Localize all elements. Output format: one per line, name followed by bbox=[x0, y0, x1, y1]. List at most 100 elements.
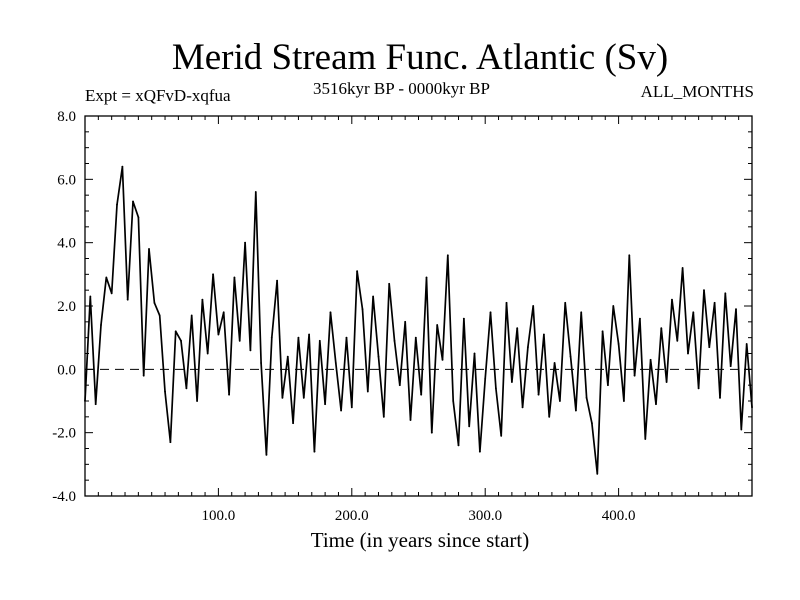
data-point bbox=[521, 406, 524, 409]
x-tick-label: 100.0 bbox=[202, 508, 236, 524]
data-point bbox=[158, 314, 161, 317]
data-point bbox=[126, 298, 129, 301]
data-point bbox=[228, 393, 230, 396]
data-point bbox=[751, 406, 753, 409]
data-point bbox=[169, 441, 172, 444]
data-point bbox=[580, 311, 583, 314]
data-point bbox=[105, 276, 108, 279]
data-point bbox=[201, 298, 204, 301]
data-point bbox=[334, 362, 337, 364]
data-point bbox=[185, 387, 188, 390]
data-point bbox=[740, 428, 743, 431]
time-range-label: 3516kyr BP - 0000kyr BP bbox=[313, 79, 490, 98]
data-point bbox=[206, 352, 209, 355]
data-point bbox=[628, 254, 631, 257]
data-point bbox=[345, 336, 348, 339]
data-point bbox=[94, 403, 97, 406]
data-point bbox=[484, 377, 487, 380]
data-point bbox=[713, 301, 716, 304]
data-point bbox=[719, 396, 721, 399]
data-point bbox=[516, 327, 519, 330]
axes bbox=[84, 115, 753, 497]
tick-labels: -4.0 -2.0 0.0 2.0 4.0 6.0 8.0 100.0 200.0 300.0 40… bbox=[52, 109, 635, 524]
data-point bbox=[132, 200, 134, 203]
data-point bbox=[110, 292, 113, 295]
experiment-label: Expt = xQFvD-xqfua bbox=[85, 86, 231, 105]
data-point bbox=[633, 374, 636, 377]
data-point bbox=[286, 355, 289, 358]
data-point bbox=[238, 339, 241, 342]
data-point bbox=[676, 339, 679, 342]
data-point bbox=[116, 203, 118, 206]
data-point bbox=[382, 415, 385, 418]
data-point bbox=[532, 305, 535, 307]
data-point bbox=[489, 311, 492, 314]
data-point bbox=[468, 425, 471, 428]
data-point bbox=[276, 279, 278, 282]
data-point bbox=[553, 362, 556, 364]
data-point bbox=[249, 349, 252, 352]
data-point bbox=[644, 438, 647, 440]
data-point bbox=[318, 339, 321, 342]
data-point bbox=[254, 191, 257, 193]
data-point bbox=[137, 216, 140, 219]
data-point bbox=[302, 396, 305, 399]
x-axis-title: Time (in years since start) bbox=[310, 528, 530, 552]
data-point bbox=[510, 381, 513, 383]
data-point bbox=[462, 317, 465, 320]
data-point bbox=[308, 333, 311, 336]
data-point bbox=[356, 270, 359, 273]
y-tick-label: -2.0 bbox=[52, 426, 76, 442]
data-point bbox=[398, 384, 401, 387]
data-point bbox=[607, 384, 609, 387]
data-point bbox=[452, 400, 455, 402]
data-point bbox=[575, 409, 577, 412]
data-point bbox=[217, 333, 220, 336]
data-point bbox=[142, 374, 145, 377]
data-point bbox=[617, 343, 620, 345]
data-point bbox=[494, 387, 497, 390]
data-point bbox=[366, 390, 369, 393]
data-point bbox=[340, 409, 343, 412]
data-point bbox=[84, 400, 86, 402]
data-point bbox=[745, 343, 748, 345]
data-point bbox=[148, 248, 150, 250]
y-tick-label: 0.0 bbox=[57, 362, 76, 378]
data-point bbox=[361, 308, 364, 311]
data-point bbox=[687, 352, 689, 355]
data-point bbox=[281, 396, 284, 399]
data-point bbox=[505, 301, 508, 304]
data-point bbox=[729, 365, 732, 368]
data-point bbox=[441, 358, 444, 361]
data-point bbox=[313, 450, 316, 453]
y-tick-label: -4.0 bbox=[52, 489, 76, 505]
x-tick-label: 400.0 bbox=[602, 508, 636, 524]
data-point bbox=[681, 267, 684, 269]
data-point bbox=[478, 450, 481, 453]
data-point bbox=[564, 301, 567, 304]
data-point bbox=[436, 324, 439, 326]
data-point bbox=[372, 295, 375, 298]
data-point bbox=[473, 352, 476, 355]
data-point bbox=[596, 472, 599, 475]
data-point bbox=[89, 295, 92, 298]
data-point bbox=[430, 431, 433, 434]
data-point bbox=[425, 276, 428, 279]
data-point bbox=[164, 390, 166, 393]
data-point bbox=[500, 434, 503, 437]
y-tick-label: 6.0 bbox=[57, 172, 76, 188]
data-point bbox=[660, 327, 663, 330]
data-point bbox=[260, 362, 262, 364]
data-point bbox=[270, 336, 273, 339]
data-point bbox=[350, 406, 353, 409]
data-point bbox=[708, 346, 711, 349]
data-point bbox=[196, 400, 198, 402]
data-point bbox=[457, 444, 460, 447]
data-point bbox=[329, 311, 332, 314]
chart-title: Merid Stream Func. Atlantic (Sv) bbox=[171, 37, 669, 78]
data-point bbox=[174, 330, 177, 333]
plot-frame bbox=[84, 115, 753, 497]
data-point bbox=[612, 305, 615, 307]
data-point bbox=[212, 273, 214, 276]
